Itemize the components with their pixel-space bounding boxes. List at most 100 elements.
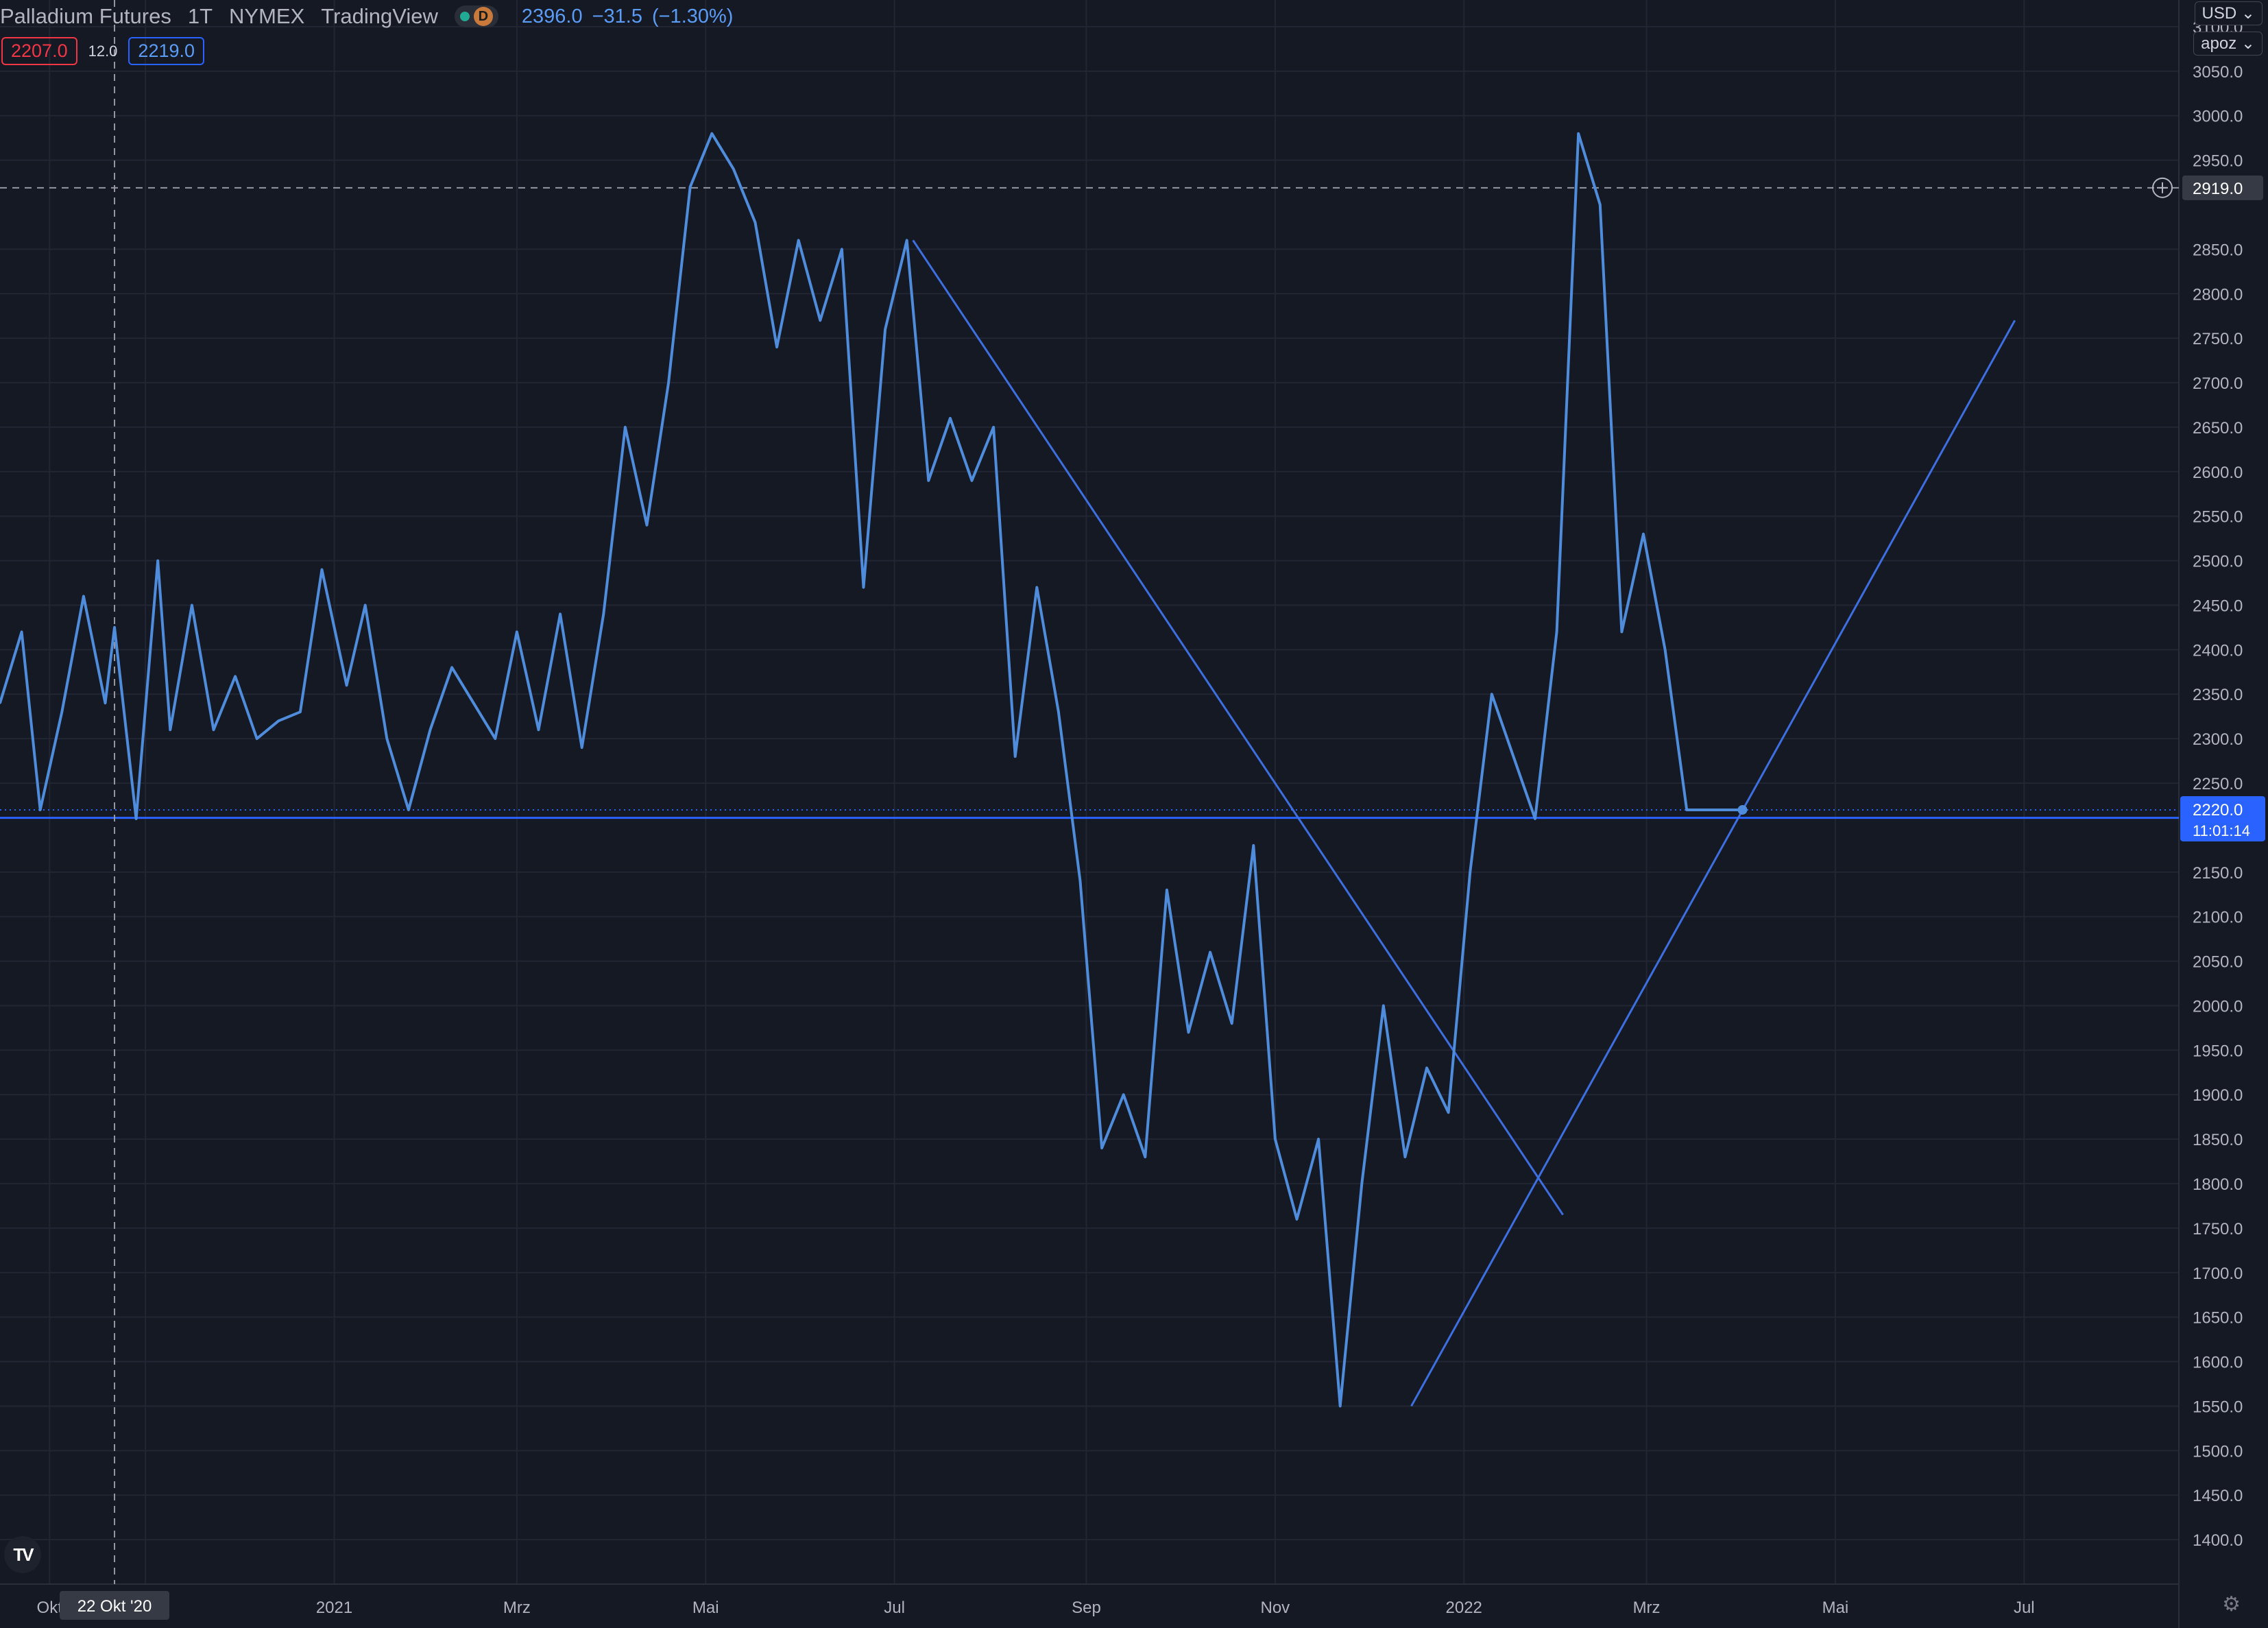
price-point — [1599, 203, 1602, 206]
price-point — [1620, 630, 1623, 633]
y-tick-label: 2300.0 — [2193, 730, 2243, 749]
price-point — [135, 817, 138, 820]
sell-button[interactable]: 2207.0 — [1, 37, 77, 65]
y-tick-label: 1950.0 — [2193, 1042, 2243, 1060]
price-point — [1317, 1138, 1320, 1140]
price-point — [1231, 1022, 1233, 1025]
price-point — [277, 719, 280, 722]
y-tick-label: 3050.0 — [2193, 63, 2243, 82]
x-tick-label: Mrz — [1633, 1599, 1661, 1617]
y-tick-label: 2600.0 — [2193, 464, 2243, 482]
tradingview-logo-icon[interactable]: TV — [4, 1536, 41, 1573]
price-point — [753, 221, 756, 224]
price-point — [60, 710, 63, 713]
price-point — [1556, 630, 1558, 633]
price-point — [862, 586, 865, 589]
price-point — [156, 560, 159, 562]
price-point — [1100, 1147, 1103, 1149]
gear-icon[interactable]: ⚙ — [2222, 1593, 2241, 1616]
exchange-label: NYMEX — [229, 4, 305, 28]
price-point — [645, 524, 648, 527]
y-tick-label: 2650.0 — [2193, 419, 2243, 438]
y-tick-label: 1600.0 — [2193, 1354, 2243, 1372]
price-point — [819, 319, 821, 322]
price-point — [1447, 1111, 1450, 1114]
x-tick-label: Okt — [37, 1599, 63, 1617]
y-tick-label: 2950.0 — [2193, 152, 2243, 171]
y-tick-label: 2700.0 — [2193, 374, 2243, 393]
crosshair-date-label: 22 Okt '20 — [77, 1597, 152, 1616]
y-tick-label: 1550.0 — [2193, 1398, 2243, 1416]
price-point — [1274, 1138, 1277, 1140]
price-point — [299, 710, 302, 713]
x-tick-label: Sep — [1072, 1599, 1101, 1617]
y-tick-label: 2450.0 — [2193, 597, 2243, 615]
x-tick-label: 2021 — [316, 1599, 352, 1617]
price-point — [1035, 586, 1038, 589]
price-point — [1057, 710, 1060, 713]
price-point — [472, 702, 475, 704]
market-open-icon — [459, 12, 470, 21]
price-point — [1339, 1404, 1342, 1407]
x-tick-label: Nov — [1261, 1599, 1290, 1617]
y-tick-label: 1500.0 — [2193, 1442, 2243, 1461]
y-tick-label: 2050.0 — [2193, 953, 2243, 972]
price-point — [1360, 1182, 1363, 1185]
last-price-box — [2180, 795, 2265, 841]
price-point — [1642, 533, 1645, 536]
price-point — [1664, 648, 1667, 651]
price-point — [1512, 755, 1515, 758]
price-point — [906, 239, 908, 241]
source-label: TradingView — [321, 4, 438, 28]
chevron-down-icon: ⌄ — [2241, 4, 2255, 23]
price-point — [710, 132, 713, 135]
interval-label[interactable]: 1T — [187, 4, 213, 28]
price-point — [346, 684, 348, 686]
chart-header: Palladium Futures 1T NYMEX TradingView D… — [0, 3, 733, 30]
price-point — [0, 702, 1, 704]
y-tick-label: 1700.0 — [2193, 1265, 2243, 1283]
price-point — [667, 381, 670, 384]
y-tick-label: 2850.0 — [2193, 241, 2243, 259]
price-point — [1078, 880, 1081, 883]
x-tick-label: 2022 — [1446, 1599, 1482, 1617]
price-point — [689, 186, 692, 189]
price-point — [1209, 951, 1211, 954]
price-point — [320, 568, 323, 571]
price-point — [992, 426, 995, 429]
price-point — [1577, 132, 1580, 135]
symbol-name[interactable]: Palladium Futures — [0, 4, 171, 28]
y-tick-label: 1900.0 — [2193, 1086, 2243, 1105]
price-point — [234, 675, 237, 678]
y-tick-label: 1450.0 — [2193, 1487, 2243, 1505]
market-status[interactable]: D — [454, 5, 498, 27]
y-tick-label: 2500.0 — [2193, 553, 2243, 571]
price-point — [1728, 809, 1731, 811]
price-point — [559, 612, 562, 615]
price-point — [1403, 1156, 1406, 1158]
chevron-down-icon: ⌄ — [2241, 34, 2255, 53]
bid-ask-row: 2207.0 12.0 2219.0 — [1, 37, 205, 65]
price-change-pct: (−1.30%) — [651, 5, 734, 27]
price-point — [1144, 1156, 1146, 1158]
x-tick-label: Mrz — [503, 1599, 531, 1617]
buy-button[interactable]: 2219.0 — [128, 37, 205, 65]
price-point — [1252, 844, 1255, 847]
price-point — [494, 737, 496, 740]
price-point — [1685, 809, 1688, 811]
price-point — [385, 737, 388, 740]
scale-select[interactable]: apoz ⌄ — [2193, 32, 2263, 56]
price-change: −31.5 — [592, 5, 642, 27]
y-tick-label: 2400.0 — [2193, 641, 2243, 660]
price-point — [1469, 871, 1471, 874]
price-point — [191, 603, 193, 606]
currency-select[interactable]: USD ⌄ — [2194, 1, 2263, 25]
price-point — [1295, 1218, 1298, 1221]
add-alert-icon — [2152, 177, 2173, 198]
x-tick-label: Jul — [884, 1599, 905, 1617]
price-point — [949, 417, 952, 420]
y-tick-label: 2250.0 — [2193, 775, 2243, 793]
crosshair-price-box — [2182, 175, 2263, 200]
y-tick-label: 1400.0 — [2193, 1531, 2243, 1550]
